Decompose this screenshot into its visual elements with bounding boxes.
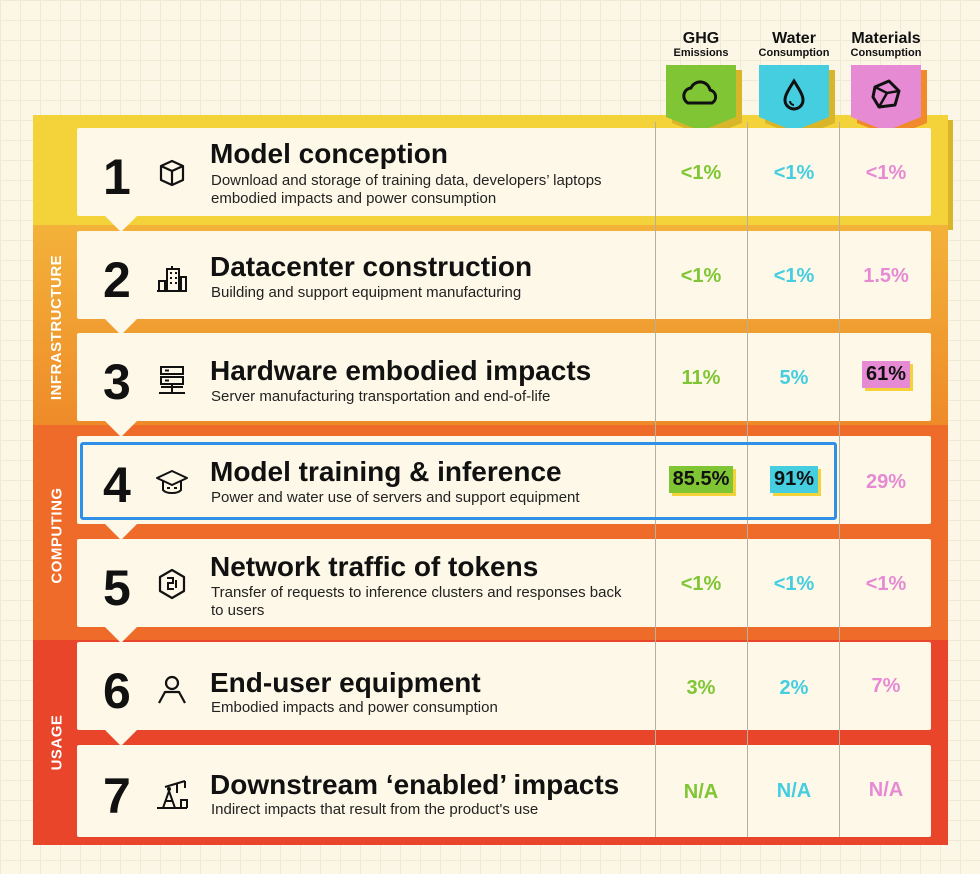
water-value: 5% bbox=[779, 367, 809, 389]
materials-value: <1% bbox=[865, 573, 907, 595]
materials-value: <1% bbox=[865, 162, 907, 184]
server-icon bbox=[155, 363, 189, 397]
row-description: Building and support equipment manufactu… bbox=[211, 284, 522, 301]
side-label-computing: COMPUTING bbox=[48, 486, 66, 584]
step-number: 1 bbox=[103, 149, 131, 205]
row-description: Download and storage of training data, d… bbox=[211, 172, 602, 207]
step-number: 4 bbox=[103, 457, 131, 513]
step-number: 3 bbox=[103, 354, 131, 410]
materials-value-highlight: 61% bbox=[840, 361, 932, 388]
row-hardware-embodied-impacts: 3 Hardware embodied impacts Server manuf… bbox=[77, 333, 931, 437]
cloud-icon bbox=[666, 65, 742, 137]
ghg-value: <1% bbox=[680, 162, 722, 184]
water-value: <1% bbox=[773, 573, 815, 595]
building-icon bbox=[155, 261, 189, 295]
row-network-traffic: 5 Network traffic of tokens Transfer of … bbox=[77, 539, 931, 643]
side-label-usage: USAGE bbox=[48, 714, 66, 771]
oil-pump-icon bbox=[155, 777, 189, 811]
row-title: Datacenter construction bbox=[210, 251, 533, 282]
water-value-highlight: 91% bbox=[748, 466, 840, 493]
step-number: 2 bbox=[103, 252, 131, 308]
row-downstream-impacts: 7 Downstream ‘enabled’ impacts Indirect … bbox=[77, 745, 931, 837]
row-description: Indirect impacts that result from the pr… bbox=[211, 801, 539, 818]
ghg-value: N/A bbox=[683, 781, 719, 803]
row-datacenter-construction: 2 Datacenter construction Building and s… bbox=[77, 231, 931, 335]
column-header-ghg: GHG Emissions bbox=[673, 30, 729, 59]
row-description: Power and water use of servers and suppo… bbox=[211, 489, 580, 506]
ghg-value: <1% bbox=[680, 573, 722, 595]
step-number: 7 bbox=[103, 768, 131, 824]
user-icon bbox=[155, 672, 189, 706]
row-description: Embodied impacts and power consumption bbox=[211, 699, 498, 716]
selection-highlight bbox=[80, 442, 837, 520]
column-divider bbox=[655, 122, 656, 837]
graduation-cap-icon bbox=[155, 466, 189, 500]
row-title: Downstream ‘enabled’ impacts bbox=[210, 769, 620, 800]
materials-value: 7% bbox=[871, 675, 901, 697]
materials-value: 1.5% bbox=[863, 265, 909, 287]
step-number: 5 bbox=[103, 560, 131, 616]
row-end-user-equipment: 6 End-user equipment Embodied impacts an… bbox=[77, 642, 931, 746]
row-model-conception: 1 Model conception Download and storage … bbox=[77, 128, 931, 232]
column-divider bbox=[839, 122, 840, 837]
step-number: 6 bbox=[103, 663, 131, 719]
water-value: <1% bbox=[773, 162, 815, 184]
column-header-water: Water Consumption bbox=[758, 30, 830, 59]
ghg-value: <1% bbox=[680, 265, 722, 287]
column-divider bbox=[747, 122, 748, 837]
cube-icon bbox=[851, 65, 927, 137]
ghg-value: 3% bbox=[686, 677, 716, 699]
row-description: Transfer of requests to inference cluste… bbox=[211, 584, 622, 619]
water-value: N/A bbox=[776, 780, 812, 802]
row-title: Network traffic of tokens bbox=[210, 551, 539, 582]
network-icon bbox=[155, 567, 189, 601]
ghg-value: 11% bbox=[681, 367, 721, 389]
water-drop-icon bbox=[759, 65, 835, 137]
box-icon bbox=[155, 156, 189, 190]
row-title: Model training & inference bbox=[210, 456, 562, 487]
row-title: Hardware embodied impacts bbox=[210, 355, 592, 386]
water-value: 2% bbox=[779, 677, 809, 699]
side-label-infrastructure: INFRASTRUCTURE bbox=[48, 254, 66, 401]
water-value: <1% bbox=[773, 265, 815, 287]
materials-value: 29% bbox=[865, 471, 907, 493]
row-description: Server manufacturing transportation and … bbox=[211, 388, 551, 405]
materials-value: N/A bbox=[868, 779, 904, 801]
column-header-materials: Materials Consumption bbox=[850, 30, 922, 59]
row-title: End-user equipment bbox=[210, 667, 481, 698]
ghg-value-highlight: 85.5% bbox=[655, 466, 747, 493]
row-title: Model conception bbox=[210, 138, 448, 169]
